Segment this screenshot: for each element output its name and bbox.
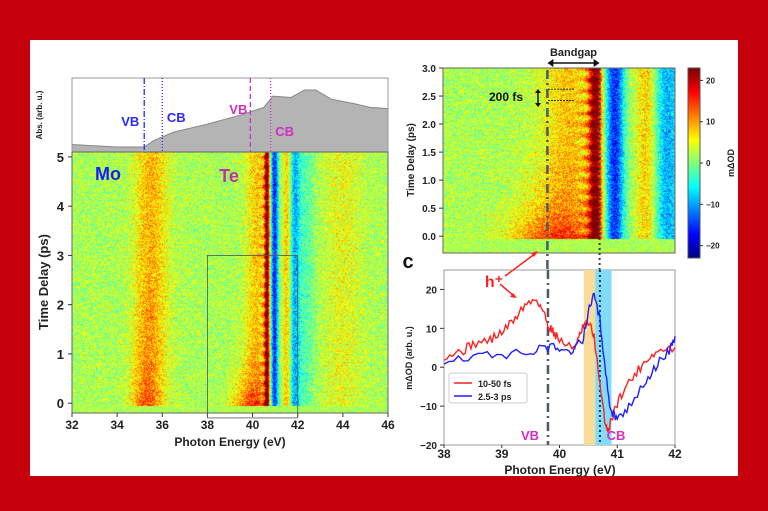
mo-label: Mo — [95, 164, 121, 184]
hplus-arrowhead-1 — [531, 251, 538, 257]
panel-label-c: c — [402, 251, 413, 273]
left-heatmap-frame — [71, 151, 389, 414]
y-tick-label: 0.5 — [422, 204, 436, 215]
y-tick-label: −10 — [420, 402, 437, 413]
colorbar — [688, 68, 700, 258]
legend-label: 2.5-3 ps — [478, 392, 512, 402]
x-tick-label: 39 — [495, 447, 509, 461]
y-tick-label: 1.0 — [422, 176, 436, 187]
x-tick-label: 41 — [611, 447, 625, 461]
y-axis-label: Time Delay (ps) — [36, 234, 51, 330]
x-tick-label: 34 — [110, 418, 124, 432]
highlight-band-0 — [583, 270, 596, 445]
y-axis-label: Abs. (arb. u.) — [35, 90, 44, 139]
x-axis-label: Photon Energy (eV) — [504, 463, 615, 477]
colorbar-tick-label: 20 — [706, 76, 715, 85]
hplus-arrow-1 — [504, 252, 537, 277]
x-tick-label: 40 — [246, 418, 260, 432]
left-heatmap — [72, 152, 388, 413]
colorbar-tick-label: 10 — [706, 118, 715, 127]
x-tick-label: 38 — [201, 418, 215, 432]
colorbar-tick-label: −20 — [706, 242, 720, 251]
y-tick-label: 2.0 — [422, 120, 436, 131]
hplus-arrow-2 — [499, 283, 515, 297]
bandgap-label: Bandgap — [550, 47, 597, 59]
line-plot-frame — [443, 269, 676, 446]
right-heatmap — [443, 68, 675, 253]
legend-label: 10-50 fs — [478, 379, 512, 389]
y-axis-label: Time Delay (ps) — [406, 123, 417, 197]
x-axis-label: Photon Energy (eV) — [174, 435, 285, 449]
y-tick-label: 1 — [57, 347, 64, 362]
x-tick-label: 44 — [336, 418, 350, 432]
x-tick-label: 32 — [65, 418, 79, 432]
colorbar-label: mΔOD — [726, 149, 736, 177]
te-label: Te — [219, 166, 239, 186]
right-heatmap-frame — [442, 67, 676, 254]
colorbar-tick-label: 0 — [706, 159, 711, 168]
x-tick-label: 46 — [381, 418, 395, 432]
y-tick-label: 2 — [57, 298, 64, 313]
marker-label-vb: VB — [121, 114, 139, 129]
inset-box — [207, 255, 299, 419]
200fs-label: 200 fs — [489, 90, 523, 104]
x-tick-label: 36 — [156, 418, 170, 432]
marker-label-cb: CB — [275, 124, 294, 139]
y-tick-label: 3 — [57, 248, 64, 263]
y-tick-label: 0 — [57, 396, 64, 411]
200fs-arrowheads — [535, 89, 541, 107]
x-tick-label: 40 — [553, 447, 567, 461]
absorption-area — [71, 89, 389, 153]
colorbar-frame — [687, 67, 701, 259]
marker-label-vb: VB — [229, 102, 247, 117]
vb-label: VB — [521, 428, 539, 443]
y-tick-label: 2.5 — [422, 92, 436, 103]
cb-label: CB — [607, 428, 626, 443]
y-tick-label: 5 — [57, 150, 64, 165]
hplus-arrowhead-2 — [510, 293, 517, 298]
y-axis-label: mΔOD (arb. u.) — [404, 326, 414, 389]
x-tick-label: 38 — [437, 447, 451, 461]
bandgap-arrowheads — [547, 59, 600, 67]
y-tick-label: 10 — [426, 324, 438, 335]
marker-label-cb: CB — [167, 110, 186, 125]
y-tick-label: 0.0 — [422, 232, 436, 243]
hplus-label: h⁺ — [485, 274, 503, 291]
colorbar-tick-label: −10 — [706, 200, 720, 209]
y-tick-label: 20 — [426, 285, 438, 296]
y-tick-label: 0 — [431, 363, 437, 374]
x-tick-label: 42 — [668, 447, 682, 461]
series-line-1 — [443, 292, 676, 421]
y-tick-label: 1.5 — [422, 148, 436, 159]
y-tick-label: −20 — [420, 441, 437, 452]
y-tick-label: 3.0 — [422, 64, 436, 75]
y-tick-label: 4 — [57, 199, 65, 214]
x-tick-label: 42 — [291, 418, 305, 432]
